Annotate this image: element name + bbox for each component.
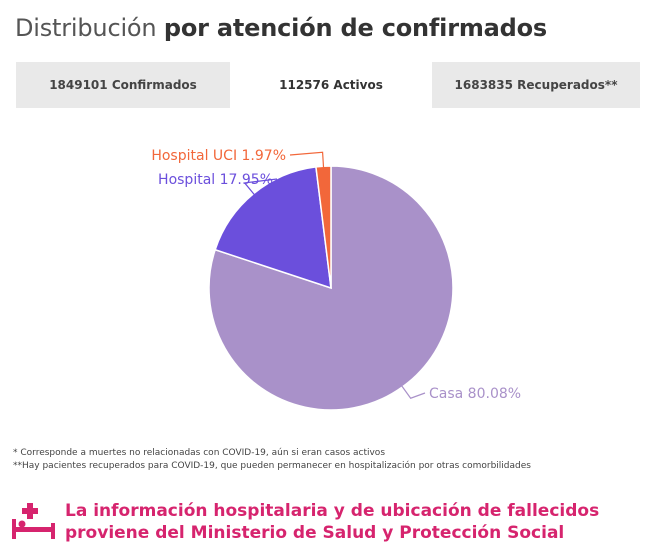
label-casa: Casa 80.08%	[429, 386, 521, 402]
tab-confirmados[interactable]: 1849101 Confirmados	[49, 78, 197, 92]
leader-line	[400, 384, 426, 399]
footnote-2: **Hay pacientes recuperados para COVID-1…	[13, 461, 531, 471]
hospital-bed-icon	[12, 503, 55, 539]
tab-bar: 1849101 Confirmados 112576 Activos 16838…	[16, 62, 640, 108]
label-hospital: Hospital 17.95%	[158, 172, 273, 188]
title-regular: Distribución	[15, 14, 157, 42]
banner-text: La información hospitalaria y de ubicaci…	[65, 500, 599, 544]
tab-recuperados[interactable]: 1683835 Recuperados**	[454, 78, 618, 92]
pie-chart: Casa 80.08% Hospital 17.95% Hospital UCI 1…	[151, 148, 521, 411]
leader-line	[289, 151, 325, 169]
banner-line-1: La información hospitalaria y de ubicaci…	[65, 501, 600, 521]
label-hospital-uci: Hospital UCI 1.97%	[151, 148, 286, 164]
leader-line	[243, 178, 278, 196]
footnote-1: * Corresponde a muertes no relacionadas …	[13, 448, 386, 458]
title-bold: por atención de confirmados	[163, 14, 547, 42]
info-banner: La información hospitalaria y de ubicaci…	[12, 500, 642, 546]
chart-panel: Casa 80.08% Hospital 17.95% Hospital UCI 1…	[16, 108, 640, 484]
banner-line-2: proviene del Ministerio de Salud y Prote…	[65, 523, 565, 543]
page-title: Distribución por atención de confirmados	[15, 14, 547, 42]
tab-activos[interactable]: 112576 Activos	[230, 62, 432, 108]
